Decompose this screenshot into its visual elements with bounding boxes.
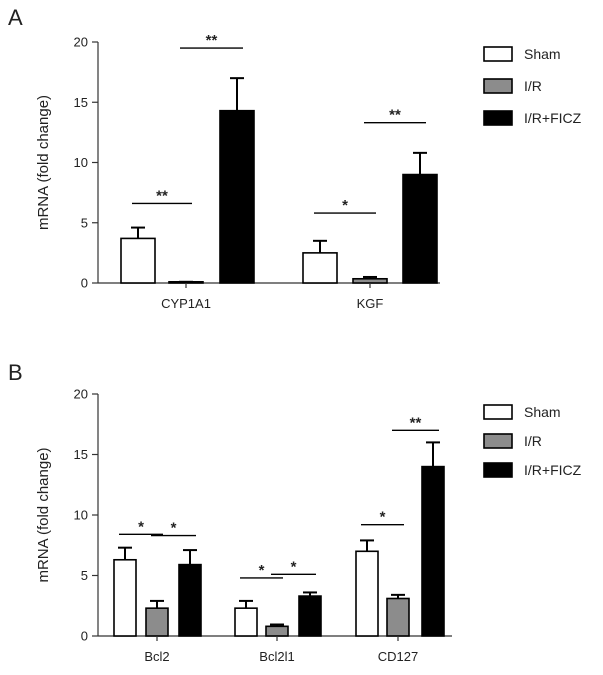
x-tick-label: CD127 xyxy=(378,649,418,664)
bar xyxy=(302,252,338,284)
legend-swatch xyxy=(483,46,513,62)
x-tick-label: Bcl2l1 xyxy=(259,649,294,664)
significance-label: ** xyxy=(389,107,401,124)
legend-entry: Sham xyxy=(524,46,561,62)
y-tick-label: 0 xyxy=(81,276,88,291)
bar xyxy=(298,595,322,637)
bar xyxy=(421,465,445,637)
y-tick-label: 15 xyxy=(74,95,88,110)
y-axis-label: mRNA (fold change) xyxy=(35,95,52,230)
y-tick-label: 15 xyxy=(74,447,88,462)
bar xyxy=(219,109,255,284)
bar xyxy=(386,597,410,637)
panel-label-b: B xyxy=(8,360,23,385)
bar xyxy=(120,237,156,284)
x-tick-label: CYP1A1 xyxy=(161,296,211,311)
y-axis-label: mRNA (fold change) xyxy=(35,447,52,582)
y-tick-label: 0 xyxy=(81,629,88,644)
legend-swatch xyxy=(483,110,513,126)
bar xyxy=(113,558,137,637)
legend-swatch xyxy=(483,462,513,478)
panel-label-a: A xyxy=(8,5,23,30)
y-tick-label: 10 xyxy=(74,508,88,523)
bar xyxy=(352,277,388,284)
x-tick-label: KGF xyxy=(357,296,384,311)
significance-label: ** xyxy=(156,187,168,204)
y-tick-label: 10 xyxy=(74,155,88,170)
legend-swatch xyxy=(483,78,513,94)
legend-entry: Sham xyxy=(524,404,561,420)
x-tick-label: Bcl2 xyxy=(144,649,169,664)
significance-label: ** xyxy=(206,32,218,49)
legend-entry: I/R+FICZ xyxy=(524,110,582,126)
bar xyxy=(265,625,289,637)
significance-label: * xyxy=(171,520,177,537)
bar xyxy=(355,550,379,637)
y-tick-label: 20 xyxy=(74,35,88,50)
significance-label: * xyxy=(380,509,386,526)
chart-panel-b: 0 5 10 15 20 mRNA (fold change) Bcl2 Bcl2l1 CD12… xyxy=(35,387,582,665)
y-tick-label: 5 xyxy=(81,568,88,583)
significance-label: * xyxy=(138,518,144,535)
y-tick-label: 20 xyxy=(74,387,88,402)
significance-label: * xyxy=(342,197,348,214)
legend-entry: I/R xyxy=(524,78,542,94)
significance-label: * xyxy=(259,562,265,579)
significance-label: * xyxy=(291,558,297,575)
bar xyxy=(168,280,204,284)
y-tick-label: 5 xyxy=(81,215,88,230)
bar xyxy=(402,173,438,284)
bar xyxy=(234,607,258,637)
bar xyxy=(145,607,169,637)
legend-swatch xyxy=(483,404,513,420)
legend-entry: I/R+FICZ xyxy=(524,462,582,478)
legend-entry: I/R xyxy=(524,433,542,449)
legend-swatch xyxy=(483,433,513,449)
bar xyxy=(178,563,202,637)
significance-label: ** xyxy=(410,414,422,431)
